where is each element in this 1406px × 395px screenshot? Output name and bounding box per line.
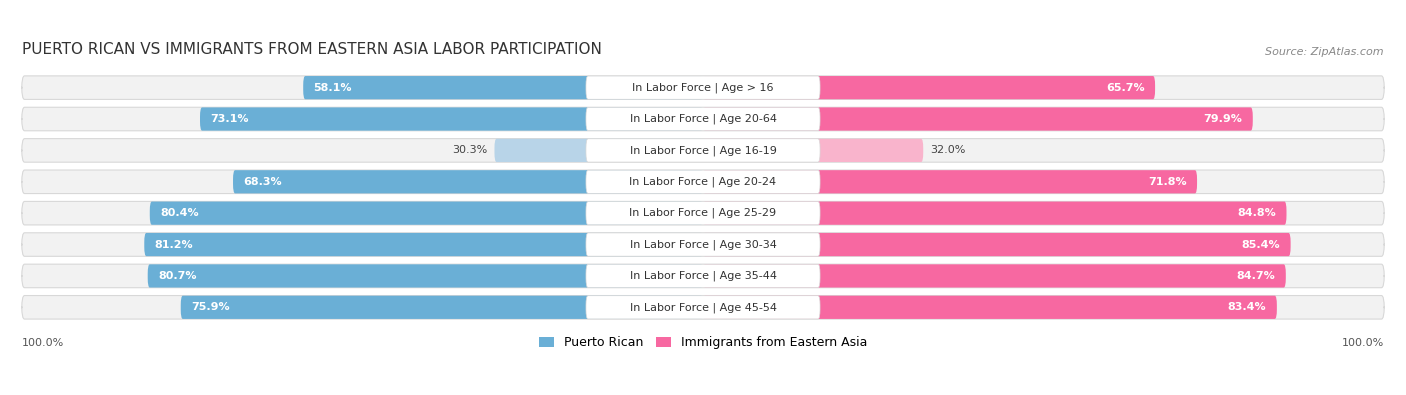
FancyBboxPatch shape	[703, 170, 1197, 194]
Text: In Labor Force | Age 16-19: In Labor Force | Age 16-19	[630, 145, 776, 156]
FancyBboxPatch shape	[21, 76, 1385, 100]
FancyBboxPatch shape	[703, 233, 1291, 256]
Text: 65.7%: 65.7%	[1107, 83, 1144, 93]
Text: In Labor Force | Age 25-29: In Labor Force | Age 25-29	[630, 208, 776, 218]
FancyBboxPatch shape	[586, 139, 820, 162]
Legend: Puerto Rican, Immigrants from Eastern Asia: Puerto Rican, Immigrants from Eastern As…	[538, 337, 868, 350]
Text: In Labor Force | Age 20-24: In Labor Force | Age 20-24	[630, 177, 776, 187]
FancyBboxPatch shape	[703, 296, 1277, 319]
Text: 75.9%: 75.9%	[191, 302, 229, 312]
FancyBboxPatch shape	[586, 170, 820, 194]
FancyBboxPatch shape	[21, 139, 1385, 162]
Text: In Labor Force | Age > 16: In Labor Force | Age > 16	[633, 83, 773, 93]
FancyBboxPatch shape	[21, 264, 1385, 288]
FancyBboxPatch shape	[21, 295, 1385, 319]
FancyBboxPatch shape	[181, 296, 703, 319]
FancyBboxPatch shape	[200, 107, 703, 131]
Text: 84.8%: 84.8%	[1237, 208, 1277, 218]
Text: In Labor Force | Age 35-44: In Labor Force | Age 35-44	[630, 271, 776, 281]
Text: In Labor Force | Age 20-64: In Labor Force | Age 20-64	[630, 114, 776, 124]
FancyBboxPatch shape	[703, 264, 1286, 288]
Text: 71.8%: 71.8%	[1149, 177, 1187, 187]
Text: PUERTO RICAN VS IMMIGRANTS FROM EASTERN ASIA LABOR PARTICIPATION: PUERTO RICAN VS IMMIGRANTS FROM EASTERN …	[22, 42, 602, 57]
FancyBboxPatch shape	[21, 170, 1385, 194]
Text: 30.3%: 30.3%	[453, 145, 488, 155]
FancyBboxPatch shape	[703, 76, 1156, 99]
FancyBboxPatch shape	[233, 170, 703, 194]
FancyBboxPatch shape	[703, 201, 1286, 225]
FancyBboxPatch shape	[703, 139, 924, 162]
FancyBboxPatch shape	[586, 76, 820, 99]
FancyBboxPatch shape	[21, 201, 1385, 225]
Text: 84.7%: 84.7%	[1237, 271, 1275, 281]
Text: Source: ZipAtlas.com: Source: ZipAtlas.com	[1265, 47, 1384, 57]
Text: In Labor Force | Age 45-54: In Labor Force | Age 45-54	[630, 302, 776, 312]
FancyBboxPatch shape	[145, 233, 703, 256]
FancyBboxPatch shape	[586, 201, 820, 225]
Text: 81.2%: 81.2%	[155, 239, 193, 250]
Text: 32.0%: 32.0%	[929, 145, 966, 155]
Text: 80.7%: 80.7%	[157, 271, 197, 281]
Text: 100.0%: 100.0%	[1341, 338, 1384, 348]
Text: 85.4%: 85.4%	[1241, 239, 1281, 250]
FancyBboxPatch shape	[150, 201, 703, 225]
Text: 68.3%: 68.3%	[243, 177, 283, 187]
Text: 79.9%: 79.9%	[1204, 114, 1243, 124]
FancyBboxPatch shape	[21, 107, 1385, 131]
FancyBboxPatch shape	[148, 264, 703, 288]
Text: 83.4%: 83.4%	[1227, 302, 1267, 312]
Text: 73.1%: 73.1%	[211, 114, 249, 124]
FancyBboxPatch shape	[586, 233, 820, 256]
Text: 100.0%: 100.0%	[22, 338, 65, 348]
FancyBboxPatch shape	[586, 296, 820, 319]
Text: 80.4%: 80.4%	[160, 208, 198, 218]
FancyBboxPatch shape	[21, 233, 1385, 256]
FancyBboxPatch shape	[586, 264, 820, 288]
FancyBboxPatch shape	[304, 76, 703, 99]
FancyBboxPatch shape	[586, 107, 820, 131]
Text: In Labor Force | Age 30-34: In Labor Force | Age 30-34	[630, 239, 776, 250]
FancyBboxPatch shape	[703, 107, 1253, 131]
FancyBboxPatch shape	[495, 139, 703, 162]
Text: 58.1%: 58.1%	[314, 83, 352, 93]
